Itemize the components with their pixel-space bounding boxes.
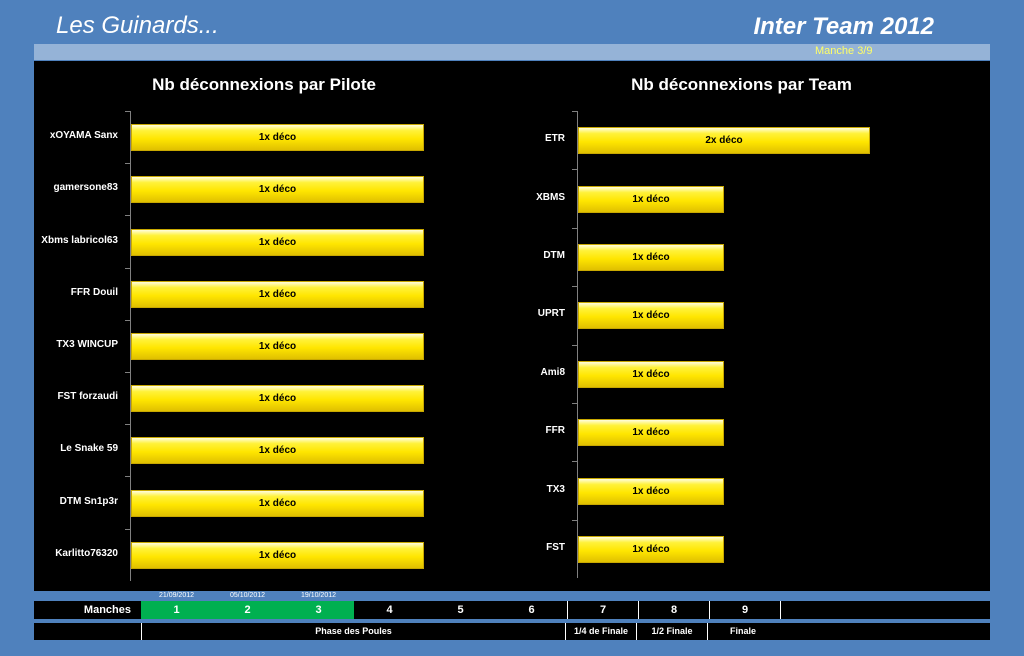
round-cell-3: 3	[283, 601, 354, 619]
schedule-label: Manches	[83, 604, 131, 616]
pilote-tick	[125, 424, 130, 426]
round-cell-6: 6	[528, 604, 535, 616]
team-category-label: ETR	[545, 133, 565, 145]
pilote-bar	[131, 489, 424, 517]
pilote-data-label: 1x déco	[258, 288, 297, 300]
pilote-tick	[125, 215, 130, 217]
round-date-3: 19/10/2012	[300, 592, 337, 599]
round-date-1: 21/09/2012	[158, 592, 195, 599]
pilote-category-label: FFR Douil	[70, 286, 118, 298]
phase-finale: Finale	[707, 623, 778, 640]
team-bar	[578, 477, 724, 505]
team-bar	[578, 302, 724, 330]
team-data-label: 1x déco	[632, 485, 670, 497]
pilote-category-label: TX3 WINCUP	[56, 338, 118, 350]
phase-poules: Phase des Poules	[141, 623, 565, 640]
pilote-data-label: 1x déco	[258, 340, 297, 352]
pilote-data-label: 1x déco	[258, 184, 297, 196]
pilote-tick	[125, 476, 130, 478]
round-date-2: 05/10/2012	[229, 592, 266, 599]
brand-title: Les Guinards...	[56, 12, 219, 39]
team-data-label: 1x déco	[632, 193, 670, 205]
team-data-label: 1x déco	[632, 544, 670, 555]
pilote-category-label: xOYAMA Sanx	[49, 130, 118, 142]
pilote-tick	[125, 267, 130, 269]
pilote-tick	[125, 163, 130, 165]
round-cell-7: 7	[567, 601, 638, 619]
team-bar	[578, 244, 724, 271]
pilote-bar	[131, 176, 424, 204]
pilote-category-label: Xbms labricol63	[41, 234, 118, 246]
team-tick	[572, 227, 577, 229]
team-tick	[572, 519, 577, 521]
round-cell-5: 5	[457, 604, 464, 616]
team-bar	[578, 185, 724, 213]
team-data-label: 1x déco	[632, 252, 670, 263]
team-bar	[578, 127, 870, 155]
pilote-bar	[131, 332, 424, 360]
pilote-axis	[130, 111, 131, 581]
pilote-bar	[131, 541, 424, 569]
round-cell-4: 4	[386, 604, 393, 616]
pilote-bar	[131, 385, 424, 413]
team-tick	[572, 344, 577, 346]
pilote-bar	[131, 437, 424, 465]
team-tick	[572, 403, 577, 404]
pilote-data-label: 1x déco	[258, 132, 297, 144]
team-category-label: FFR	[545, 425, 565, 437]
team-category-label: FST	[546, 542, 565, 553]
pilote-data-label: 1x déco	[258, 497, 297, 509]
chart-title-team: Nb déconnexions par Team	[631, 75, 852, 94]
team-category-label: UPRT	[537, 308, 565, 320]
team-tick	[572, 286, 577, 288]
team-data-label: 1x déco	[632, 368, 670, 380]
round-cell-1: 1	[141, 601, 212, 619]
phase-quart: 1/4 de Finale	[565, 623, 636, 640]
page-title: Inter Team 2012	[753, 13, 934, 40]
pilote-data-label: 1x déco	[258, 393, 297, 405]
round-cell-2: 2	[212, 601, 283, 619]
pilote-bar	[131, 124, 424, 152]
team-tick	[572, 169, 577, 171]
round-cell-8: 8	[638, 601, 709, 619]
team-category-label: TX3	[546, 483, 565, 495]
pilote-tick	[125, 111, 130, 112]
pilote-bar	[131, 228, 424, 256]
pilote-category-label: FST forzaudi	[57, 391, 118, 403]
header-strip	[34, 44, 990, 60]
chart-title-pilote: Nb déconnexions par Pilote	[152, 75, 376, 94]
round-cell-9: 9	[709, 601, 780, 619]
pilote-category-label: DTM Sn1p3r	[59, 495, 118, 507]
team-bar	[578, 360, 724, 388]
pilote-tick	[125, 528, 130, 530]
pilote-bar	[131, 280, 424, 308]
team-bar	[578, 536, 724, 563]
round-indicator: Manche 3/9	[815, 45, 873, 57]
charts-panel: Nb déconnexions par Pilote Nb déconnexio…	[34, 61, 990, 591]
pilote-tick	[125, 372, 130, 373]
team-tick	[572, 111, 577, 112]
team-category-label: Ami8	[540, 366, 565, 378]
round-cell-end	[780, 601, 781, 619]
pilote-category-label: gamersone83	[53, 182, 118, 194]
team-data-label: 2x déco	[705, 135, 743, 147]
team-data-label: 1x déco	[632, 427, 670, 439]
team-tick	[572, 461, 577, 463]
team-bar	[578, 419, 724, 447]
pilote-data-label: 1x déco	[258, 549, 297, 561]
team-data-label: 1x déco	[632, 310, 670, 322]
team-axis	[577, 111, 578, 579]
pilote-data-label: 1x déco	[258, 445, 297, 457]
schedule-phases-row: Phase des Poules 1/4 de Finale 1/2 Final…	[34, 623, 990, 640]
team-category-label: XBMS	[536, 191, 565, 203]
pilote-tick	[125, 319, 130, 321]
team-category-label: DTM	[543, 250, 565, 261]
pilote-category-label: Karlitto76320	[55, 547, 118, 559]
pilote-data-label: 1x déco	[258, 236, 297, 248]
phase-demi: 1/2 Finale	[636, 623, 707, 640]
pilote-category-label: Le Snake 59	[60, 443, 118, 455]
